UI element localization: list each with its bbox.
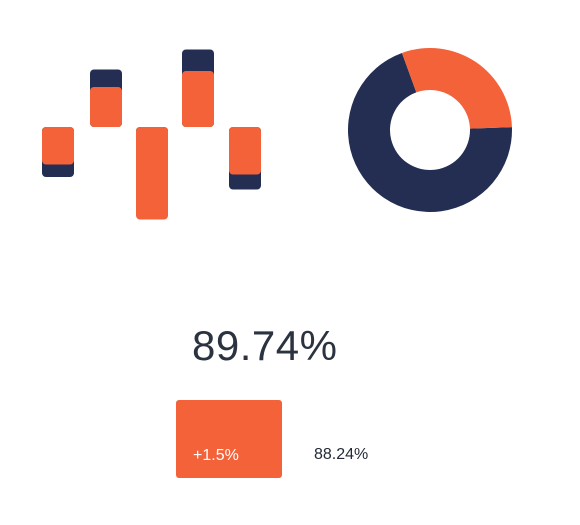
diverging-bar-chart: [42, 49, 261, 220]
previous-value: 88.24%: [314, 446, 369, 463]
bar-orange-3: [136, 127, 168, 220]
delta-value: +1.5%: [193, 447, 239, 464]
donut-slice-1: [348, 52, 512, 213]
delta-badge: +1.5%: [176, 400, 282, 478]
bar-orange-1: [42, 127, 74, 165]
kpi-value: 89.74%: [192, 322, 338, 369]
bar-orange-4: [182, 71, 214, 127]
bar-orange-2: [90, 87, 122, 127]
bar-orange-5: [229, 127, 261, 175]
donut-slice-2: [401, 48, 512, 129]
donut-chart: [348, 48, 512, 213]
